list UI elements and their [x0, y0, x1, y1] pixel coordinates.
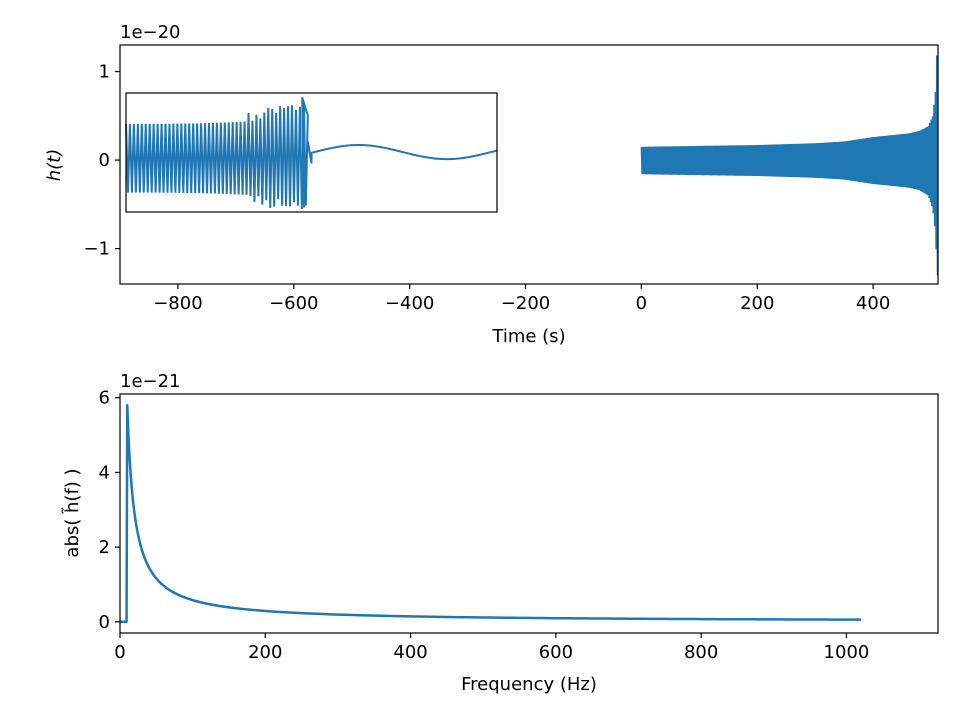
top-y-ticks: −1 0 1: [83, 62, 120, 260]
top-x-tick-label: −400: [385, 293, 434, 314]
top-y-tick-label: 0: [99, 150, 110, 171]
top-x-tick-label: −800: [153, 293, 202, 314]
top-x-tick-label: 0: [636, 293, 647, 314]
bottom-y-tick-label: 4: [99, 462, 110, 483]
bottom-x-tick-label: 0: [114, 642, 125, 663]
top-y-tick-label: 1: [99, 62, 110, 83]
bottom-x-tick-label: 200: [248, 642, 282, 663]
bottom-x-tick-label: 800: [684, 642, 718, 663]
bottom-x-tick-label: 600: [539, 642, 573, 663]
bottom-y-axis-label: abs( h̃(f) ): [62, 468, 83, 557]
bottom-y-tick-label: 6: [99, 388, 110, 409]
time-domain-panel: −800 −600 −400 −200 0 200 400 −1 0 1 1e−20 Time …: [44, 22, 938, 347]
top-x-tick-label: 200: [740, 293, 774, 314]
bottom-x-ticks: 0 200 400 600 800 1000: [114, 633, 869, 663]
top-offset-label: 1e−20: [120, 22, 181, 43]
figure: −800 −600 −400 −200 0 200 400 −101 1e−20 Time …: [0, 0, 960, 720]
top-x-ticks: −800 −600 −400 −200 0 200 400: [153, 284, 890, 314]
top-x-axis-label: Time (s): [491, 326, 565, 347]
top-x-tick-label: 400: [856, 293, 890, 314]
bottom-y-tick-label: 0: [99, 612, 110, 633]
bottom-axes-background: [120, 394, 938, 633]
top-x-tick-label: −600: [269, 293, 318, 314]
bottom-x-tick-label: 400: [393, 642, 427, 663]
top-y-axis-label: h(t): [44, 149, 65, 182]
bottom-x-axis-label: Frequency (Hz): [461, 674, 597, 695]
frequency-domain-panel: 0 200 400 600 800 1000 0 2 4 6 1e−21 Frequency (…: [62, 371, 938, 695]
inset-group: [126, 93, 497, 212]
bottom-offset-label: 1e−21: [120, 371, 181, 392]
top-y-tick-label: −1: [83, 239, 110, 260]
top-x-tick-label: −200: [501, 293, 550, 314]
bottom-y-ticks: 0 2 4 6: [99, 388, 120, 633]
bottom-x-tick-label: 1000: [824, 642, 870, 663]
bottom-y-tick-label: 2: [99, 537, 110, 558]
